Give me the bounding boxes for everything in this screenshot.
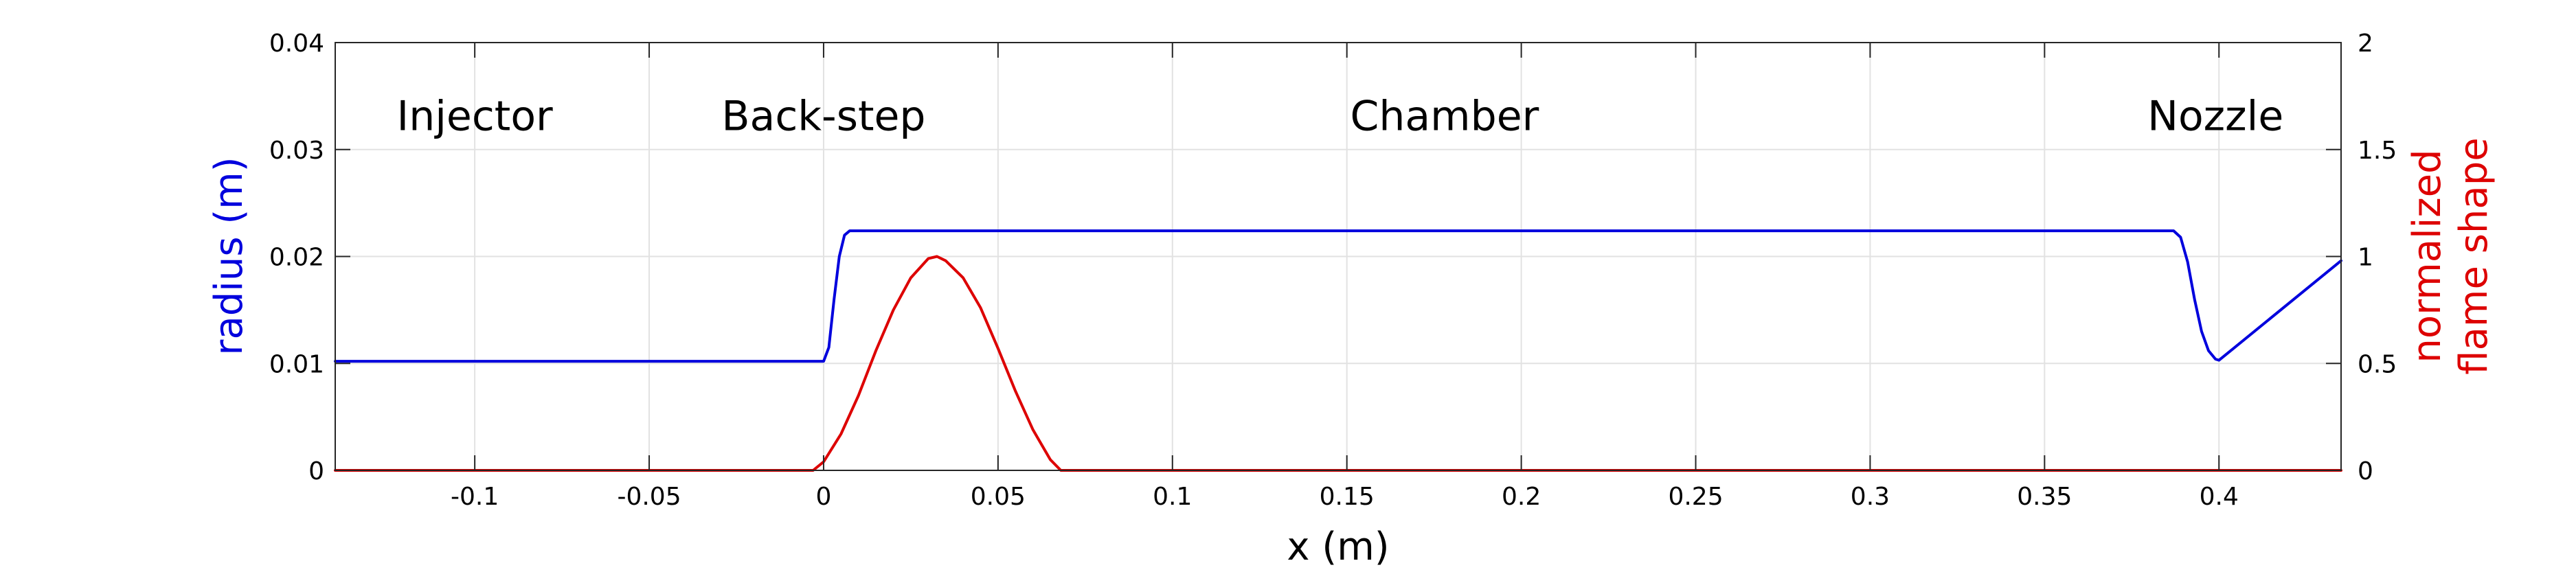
- y-axis-right-label-line2: flame shape: [2452, 137, 2496, 374]
- y-right-tick-label: 2: [2358, 30, 2373, 58]
- region-label: Nozzle: [2147, 93, 2283, 141]
- x-tick-label: 0.05: [971, 483, 1026, 511]
- region-label: Chamber: [1350, 93, 1539, 141]
- series-layer: [334, 229, 2342, 472]
- x-axis-label: x (m): [1287, 525, 1389, 569]
- x-tick-label: 0.2: [1502, 483, 1541, 511]
- radius-line: [334, 229, 2342, 363]
- y-left-tick-label: 0.03: [269, 137, 324, 165]
- y-right-tick-label: 0.5: [2358, 350, 2397, 378]
- x-tick-label: 0.1: [1153, 483, 1192, 511]
- y-axis-left-label: radius (m): [207, 157, 251, 355]
- x-tick-label: 0.3: [1851, 483, 1890, 511]
- x-tick-label: 0.4: [2200, 483, 2239, 511]
- y-left-tick-label: 0: [308, 457, 324, 485]
- y-left-tick-label: 0.01: [269, 350, 324, 378]
- flame-shape-line: [334, 255, 2342, 472]
- x-tick-label: 0.25: [1668, 483, 1723, 511]
- tick-labels: -0.1 -0.05 0 0.05 0.1 0.15 0.2 0.25 0.3 0.35 0.4 0 0…: [269, 30, 2397, 511]
- y-right-tick-label: 0: [2358, 457, 2373, 485]
- x-tick-label: -0.05: [617, 483, 681, 511]
- axes: [335, 42, 2342, 471]
- x-tick-label: -0.1: [451, 483, 499, 511]
- y-axis-right-label-line1: normalized: [2405, 149, 2450, 363]
- x-tick-label: 0: [816, 483, 832, 511]
- region-annotations: Injector Back-step Chamber Nozzle: [397, 93, 2284, 141]
- y-right-tick-label: 1.5: [2358, 137, 2397, 165]
- region-label: Back-step: [721, 93, 925, 141]
- y-left-tick-label: 0.02: [269, 244, 324, 272]
- y-left-tick-label: 0.04: [269, 30, 324, 58]
- x-tick-label: 0.15: [1320, 483, 1375, 511]
- x-tick-label: 0.35: [2017, 483, 2072, 511]
- y-right-tick-label: 1: [2358, 244, 2373, 272]
- region-label: Injector: [397, 93, 554, 141]
